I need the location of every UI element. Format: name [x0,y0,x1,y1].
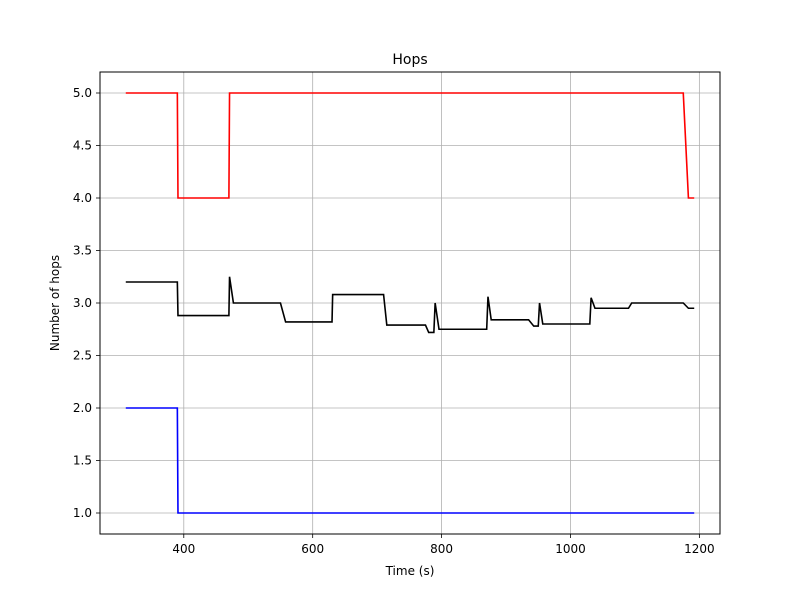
x-tick-label: 400 [172,542,195,556]
x-tick-label: 1200 [684,542,715,556]
grid [100,72,720,534]
x-axis-ticks: 400 600 800 1000 1200 [172,534,715,556]
x-axis-label: Time (s) [385,564,435,578]
y-tick-label: 2.5 [73,349,92,363]
y-axis-ticks: 1.0 1.5 2.0 2.5 3.0 3.5 4.0 4.5 5.0 [73,86,100,520]
x-tick-label: 600 [301,542,324,556]
x-tick-label: 800 [430,542,453,556]
y-tick-label: 3.0 [73,296,92,310]
y-tick-label: 4.0 [73,191,92,205]
x-tick-label: 1000 [555,542,586,556]
series-line-1 [125,92,695,199]
y-tick-label: 1.5 [73,454,92,468]
y-axis-label: Number of hops [48,255,62,351]
y-tick-label: 2.0 [73,401,92,415]
y-tick-label: 5.0 [73,86,92,100]
series-line-3 [125,407,695,514]
series-line-2 [125,276,695,334]
y-tick-label: 3.5 [73,244,92,258]
series-lines [125,92,695,514]
chart-title: Hops [392,52,427,68]
y-tick-label: 4.5 [73,139,92,153]
y-tick-label: 1.0 [73,506,92,520]
